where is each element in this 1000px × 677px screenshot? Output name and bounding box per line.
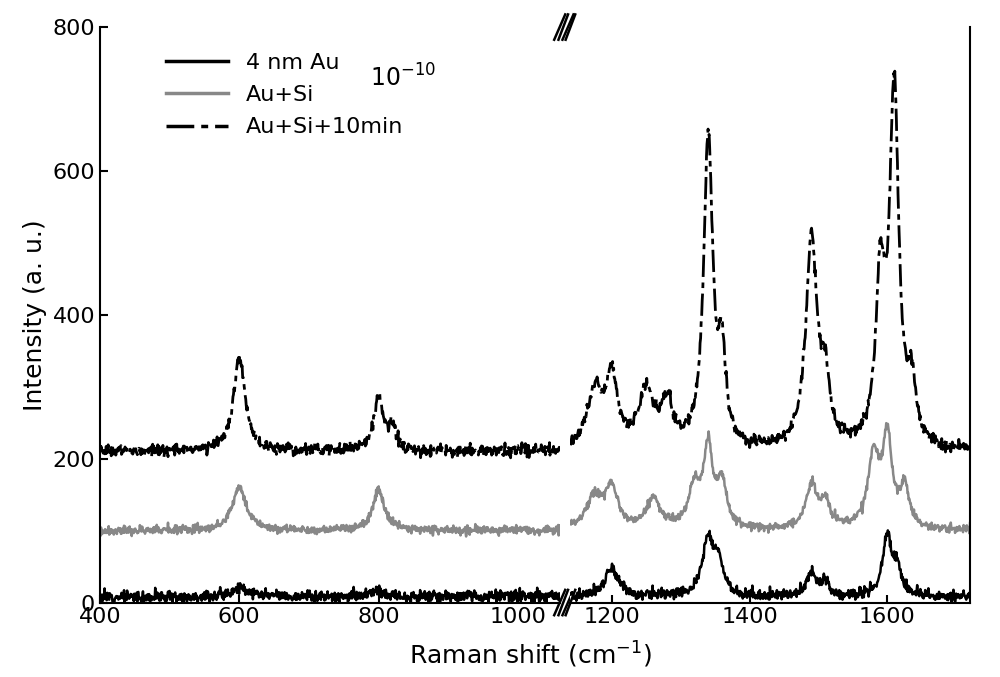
Legend: 4 nm Au, Au+Si, Au+Si+10min: 4 nm Au, Au+Si, Au+Si+10min [157,44,412,146]
Text: $10^{-10}$: $10^{-10}$ [370,64,436,91]
Y-axis label: Intensity (a. u.): Intensity (a. u.) [23,219,47,411]
Text: Raman shift (cm$^{-1}$): Raman shift (cm$^{-1}$) [409,640,651,670]
